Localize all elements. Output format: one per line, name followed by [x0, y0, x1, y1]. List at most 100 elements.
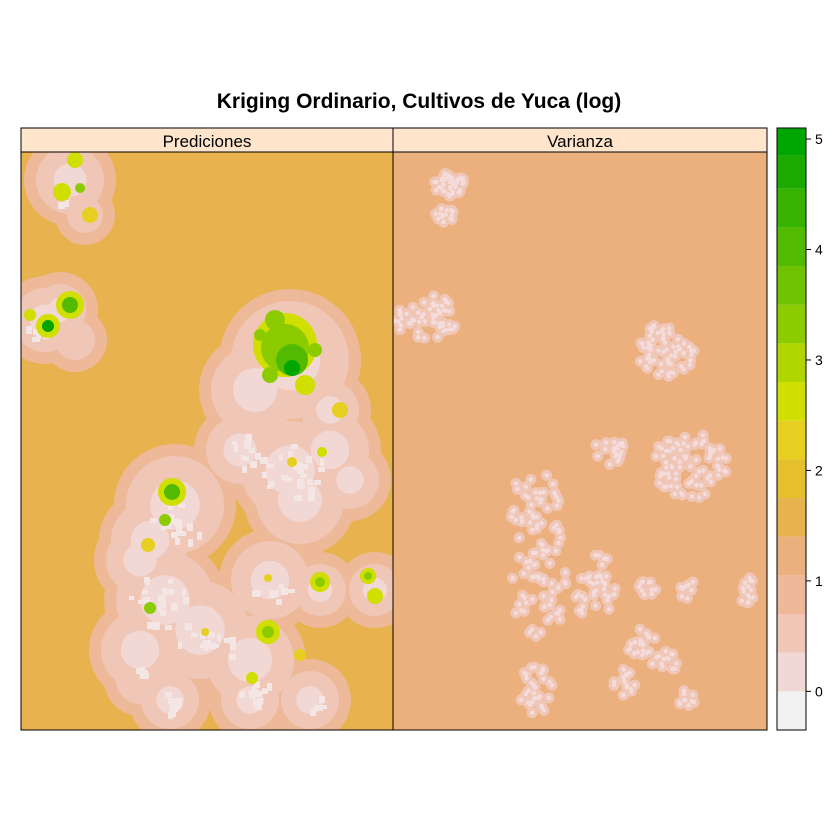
low-cell: [200, 644, 207, 648]
variance-point: [637, 641, 643, 647]
variance-point: [706, 455, 712, 461]
variance-point: [526, 565, 531, 570]
low-cell: [310, 709, 316, 716]
variance-point: [666, 358, 671, 364]
variance-point: [715, 456, 721, 462]
variance-point: [539, 521, 544, 526]
high-value-blob: [144, 602, 156, 614]
variance-point: [715, 463, 720, 468]
low-cell: [183, 597, 189, 604]
variance-point: [680, 585, 686, 590]
low-cell: [178, 503, 185, 508]
high-value-blob: [265, 310, 285, 330]
variance-point: [670, 445, 676, 451]
variance-point: [533, 490, 538, 495]
low-cell: [168, 698, 175, 705]
variance-point: [621, 692, 626, 698]
variance-point: [422, 319, 428, 324]
variance-point: [523, 493, 528, 498]
low-cell: [150, 518, 157, 523]
variance-point: [742, 580, 748, 586]
variance-point: [620, 443, 626, 449]
variance-point: [666, 475, 672, 480]
halo-mid: [55, 320, 95, 360]
low-cell: [262, 472, 267, 478]
halo-near: [120, 630, 160, 670]
variance-point: [417, 319, 422, 324]
variance-point: [595, 453, 600, 459]
low-cell: [143, 597, 150, 604]
low-cell: [208, 632, 215, 638]
variance-point: [669, 353, 674, 358]
variance-point: [690, 579, 696, 585]
variance-point: [603, 440, 609, 445]
low-cell: [267, 683, 272, 691]
variance-point: [626, 647, 631, 653]
variance-point: [746, 600, 751, 605]
variance-point: [541, 490, 546, 495]
low-cell: [300, 474, 307, 478]
variance-point: [545, 618, 550, 623]
variance-point: [699, 483, 704, 488]
variance-point: [579, 608, 584, 613]
variance-point: [524, 676, 529, 681]
variance-point: [648, 326, 653, 331]
high-value-blob: [82, 207, 98, 223]
variance-point: [659, 328, 664, 334]
variance-point: [525, 700, 531, 705]
variance-point: [531, 690, 536, 696]
chart-title: Kriging Ordinario, Cultivos de Yuca (log…: [217, 90, 622, 113]
low-cell: [197, 532, 202, 540]
variance-point: [639, 580, 645, 585]
low-cell: [281, 475, 288, 480]
variance-point: [593, 442, 599, 447]
variance-point: [524, 600, 529, 605]
variance-point: [461, 180, 466, 186]
variance-point: [444, 208, 449, 213]
low-cell: [260, 457, 268, 464]
variance-point: [563, 581, 568, 586]
low-cell: [203, 640, 211, 646]
variance-point: [558, 535, 563, 540]
variance-point: [547, 561, 553, 566]
variance-point: [404, 311, 409, 316]
high-value-blob: [159, 514, 171, 526]
variance-point: [708, 479, 714, 485]
variance-point: [430, 312, 435, 317]
low-cell: [268, 481, 275, 486]
variance-point: [605, 556, 610, 562]
variance-point: [632, 650, 637, 656]
variance-point: [748, 587, 754, 593]
variance-point: [689, 587, 694, 593]
variance-point: [690, 692, 695, 698]
variance-point: [416, 329, 421, 335]
variance-point: [541, 667, 546, 672]
variance-point: [592, 589, 597, 594]
variance-point: [642, 592, 647, 597]
variance-point: [667, 448, 672, 454]
variance-point: [678, 447, 683, 453]
variance-point: [587, 573, 592, 579]
variance-point: [447, 322, 452, 327]
variance-point: [672, 491, 678, 497]
low-cell: [136, 668, 142, 674]
high-value-blob: [317, 447, 327, 457]
variance-point: [603, 592, 608, 598]
variance-point: [646, 340, 651, 345]
variance-point: [537, 576, 542, 581]
low-cell: [175, 538, 180, 545]
low-cell: [170, 704, 176, 709]
variance-point: [441, 182, 446, 187]
variance-point: [647, 352, 652, 357]
variance-point: [448, 208, 454, 213]
low-cell: [255, 703, 262, 710]
low-cell: [279, 455, 283, 461]
variance-point: [554, 503, 560, 508]
variance-point: [527, 520, 533, 525]
variance-point: [648, 347, 653, 352]
high-value-blob: [24, 309, 36, 321]
halo-near: [310, 430, 350, 470]
variance-point: [534, 496, 540, 501]
variance-point: [613, 454, 618, 459]
variance-point: [663, 460, 669, 465]
